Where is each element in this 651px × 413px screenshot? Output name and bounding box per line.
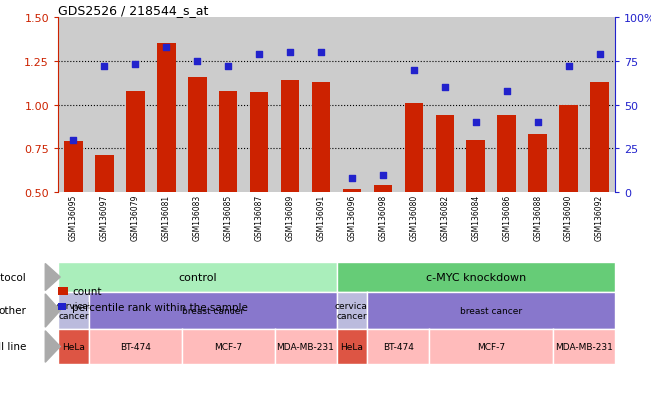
Point — [254, 51, 264, 58]
Text: other: other — [0, 306, 26, 316]
Text: MCF-7: MCF-7 — [477, 342, 505, 351]
Text: cervical
cancer: cervical cancer — [56, 301, 91, 320]
Text: MCF-7: MCF-7 — [214, 342, 242, 351]
Text: HeLa: HeLa — [340, 342, 363, 351]
Point — [347, 175, 357, 182]
Point — [439, 85, 450, 91]
Text: protocol: protocol — [0, 272, 26, 282]
Point — [316, 50, 326, 56]
Bar — [590, 83, 609, 280]
Text: MDA-MB-231: MDA-MB-231 — [277, 342, 335, 351]
Point — [563, 64, 574, 70]
Bar — [404, 104, 423, 280]
Text: cervical
cancer: cervical cancer — [334, 301, 370, 320]
Bar — [312, 83, 330, 280]
Point — [192, 58, 202, 65]
Point — [99, 64, 109, 70]
Text: GDS2526 / 218544_s_at: GDS2526 / 218544_s_at — [58, 4, 208, 17]
Point — [130, 62, 141, 69]
Bar — [126, 91, 145, 280]
Bar — [157, 44, 176, 280]
Bar — [342, 189, 361, 280]
Bar — [219, 91, 238, 280]
Text: MDA-MB-231: MDA-MB-231 — [555, 342, 613, 351]
Text: HeLa: HeLa — [62, 342, 85, 351]
Text: count: count — [72, 286, 102, 296]
Bar — [64, 142, 83, 280]
Bar — [95, 156, 114, 280]
Point — [471, 119, 481, 126]
Bar — [559, 105, 578, 280]
Bar — [497, 116, 516, 280]
Text: cell line: cell line — [0, 342, 26, 351]
Point — [161, 44, 171, 51]
Bar — [436, 116, 454, 280]
Bar — [188, 77, 206, 280]
Point — [285, 50, 296, 56]
Bar — [374, 185, 392, 280]
Point — [68, 137, 79, 143]
Text: breast cancer: breast cancer — [182, 306, 243, 315]
Bar — [250, 93, 268, 280]
Bar — [467, 140, 485, 280]
Bar — [281, 81, 299, 280]
Bar — [529, 135, 547, 280]
Text: control: control — [178, 272, 217, 282]
Text: BT-474: BT-474 — [383, 342, 414, 351]
Point — [533, 119, 543, 126]
Point — [409, 67, 419, 74]
Text: breast cancer: breast cancer — [460, 306, 522, 315]
Text: percentile rank within the sample: percentile rank within the sample — [72, 302, 248, 312]
Point — [594, 51, 605, 58]
Point — [378, 172, 388, 178]
Text: BT-474: BT-474 — [120, 342, 151, 351]
Point — [501, 88, 512, 95]
Text: c-MYC knockdown: c-MYC knockdown — [426, 272, 526, 282]
Point — [223, 64, 234, 70]
